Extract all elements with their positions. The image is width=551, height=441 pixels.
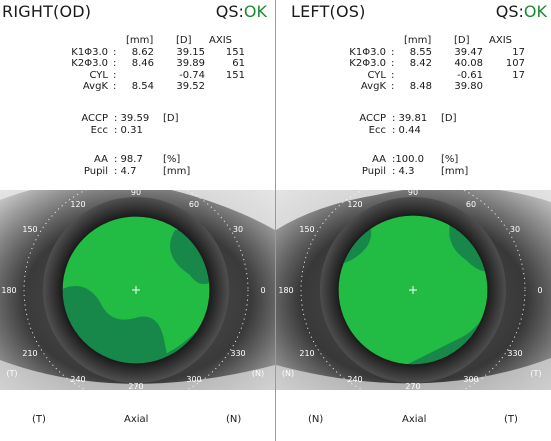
- aa-row: AA : 98.7 [%]: [94, 154, 181, 165]
- dial-side-right: (T): [530, 369, 541, 378]
- panel-title: LEFT(OS): [291, 2, 366, 21]
- table-row-cyl: CYL : -0.61 17: [367, 69, 526, 81]
- ecc-row: Ecc : 0.31: [90, 124, 143, 136]
- table-row-avgk: AvgK : 8.48 39.80: [360, 81, 483, 92]
- accp-block: ACCP : 39.59 [D] Ecc : 0.31: [0, 113, 275, 136]
- table-row-cyl: CYL : -0.74 151: [89, 69, 246, 81]
- table-row-k1: K1Φ3.0 : 8.62 39.15 151: [71, 46, 245, 58]
- dial-ring: [23, 190, 249, 390]
- panel-left-eye: LEFT(OS) QS:OK [mm] [D] AXIS K1Φ3.0 : 8.…: [276, 0, 551, 441]
- qs-status: QS:OK: [495, 2, 547, 21]
- table-header: [mm] [D] AXIS: [404, 35, 512, 46]
- table-row-k2: K2Φ3.0 : 8.42 40.08 107: [349, 58, 525, 69]
- dial-label-210: 210: [22, 349, 37, 358]
- bottom-label-right: (T): [504, 414, 518, 425]
- qs-ok-value: OK: [243, 2, 267, 21]
- dial-label-300: 300: [186, 375, 201, 384]
- dial-label-150: 150: [22, 225, 37, 234]
- dial-label-330: 330: [507, 349, 522, 358]
- dial-label-330: 330: [230, 349, 245, 358]
- pupil-row: Pupil : 4.7 [mm]: [83, 165, 191, 177]
- table-row-avgk: AvgK : 8.54 39.52: [82, 81, 205, 92]
- panel-right-eye: RIGHT(OD) QS:OK [mm] [D] AXIS K1Φ3.0 : 8…: [0, 0, 275, 441]
- ecc-row: Ecc : 0.44: [368, 124, 421, 136]
- dial-label-90: 90: [131, 190, 141, 197]
- eye-topography-image: 90 120 60 150 30 180 0 210 330 240 270 3…: [0, 190, 275, 390]
- accp-block: ACCP : 39.81 [D] Ecc : 0.44: [276, 113, 551, 136]
- map-type-label: Axial: [402, 414, 427, 425]
- panel-title: RIGHT(OD): [2, 2, 92, 21]
- dial-label-90: 90: [408, 190, 418, 197]
- dial-ring: [300, 190, 526, 390]
- table-row-k1: K1Φ3.0 : 8.55 39.47 17: [349, 46, 525, 58]
- bottom-label-left: (N): [308, 414, 324, 425]
- table-header: [mm] [D] AXIS: [126, 35, 232, 46]
- accp-row: ACCP : 39.81 [D]: [359, 113, 457, 124]
- dial-side-right: (N): [252, 369, 264, 378]
- dial-side-left: (N): [282, 369, 294, 378]
- map-type-label: Axial: [124, 414, 149, 425]
- dial-label-180: 180: [1, 286, 16, 295]
- qs-status: QS:OK: [215, 2, 267, 21]
- center-crosshair: [132, 286, 140, 294]
- center-crosshair: [409, 286, 417, 294]
- pupil-row: Pupil : 4.3 [mm]: [361, 165, 469, 177]
- dial-label-180: 180: [278, 286, 293, 295]
- dial-label-30: 30: [510, 225, 520, 234]
- dial-label-210: 210: [299, 349, 314, 358]
- dial-label-300: 300: [463, 375, 478, 384]
- dial-label-150: 150: [299, 225, 314, 234]
- bottom-label-right: (N): [226, 414, 242, 425]
- dial-label-240: 240: [70, 375, 85, 384]
- qs-ok-value: OK: [523, 2, 547, 21]
- dial-side-left: (T): [6, 369, 17, 378]
- bottom-label-left: (T): [32, 414, 46, 425]
- table-row-k2: K2Φ3.0 : 8.46 39.89 61: [71, 58, 245, 69]
- dial-label-30: 30: [233, 225, 243, 234]
- dial-label-120: 120: [347, 200, 362, 209]
- accp-row: ACCP : 39.59 [D]: [81, 113, 179, 124]
- dial-label-0: 0: [537, 286, 542, 295]
- aa-row: AA :100.0 [%]: [372, 154, 459, 165]
- dial-label-270: 270: [405, 382, 420, 390]
- eye-topography-image: 90 120 60 150 30 180 0 210 330 240 270 3…: [276, 190, 551, 390]
- panel-divider: [275, 0, 276, 441]
- keratometry-table: [mm] [D] AXIS K1Φ3.0 : 8.55 39.47 17 K2Φ…: [276, 35, 551, 93]
- dial-label-120: 120: [70, 200, 85, 209]
- dial-label-60: 60: [466, 200, 476, 209]
- keratometry-table: [mm] [D] AXIS K1Φ3.0 : 8.62 39.15 151 K2…: [0, 35, 275, 93]
- dial-label-60: 60: [189, 200, 199, 209]
- dial-label-270: 270: [128, 382, 143, 390]
- dial-label-0: 0: [260, 286, 265, 295]
- dial-label-240: 240: [347, 375, 362, 384]
- aa-block: AA : 98.7 [%] Pupil : 4.7 [mm]: [0, 154, 275, 177]
- aa-block: AA :100.0 [%] Pupil : 4.3 [mm]: [276, 154, 551, 177]
- axial-curvature-map: [62, 216, 210, 364]
